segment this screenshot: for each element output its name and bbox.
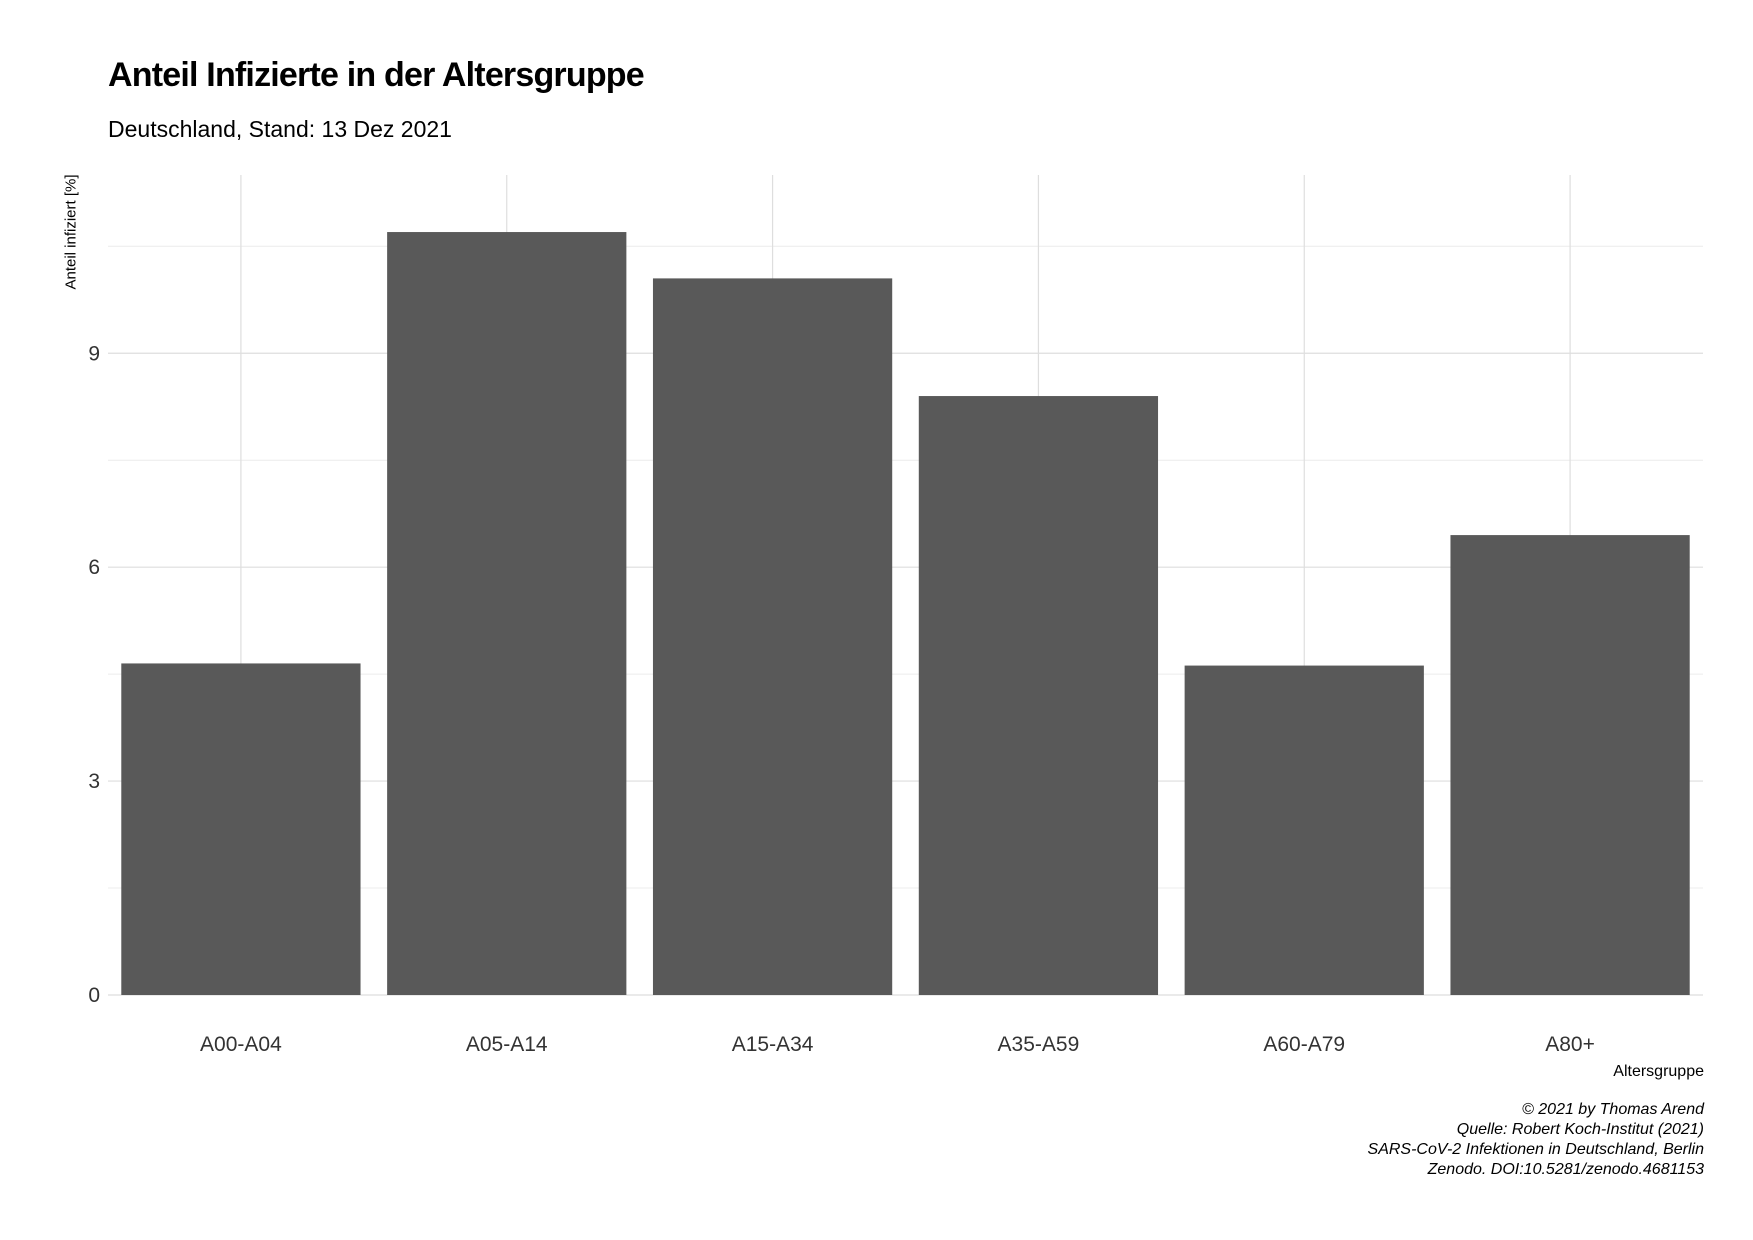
bar-a05-a14 <box>387 232 627 996</box>
y-tick-label: 9 <box>88 342 100 365</box>
bar-a80+ <box>1450 535 1690 995</box>
x-tick-labels: A00-A04 A05-A14 A15-A34 A35-A59 A60-A79 A80+ <box>200 1033 1595 1056</box>
caption-line-source: Quelle: Robert Koch-Institut (2021) <box>1456 1121 1704 1138</box>
bar-a00-a04 <box>121 663 361 995</box>
bar-a35-a59 <box>918 396 1159 996</box>
caption-line-dataset: SARS-CoV-2 Infektionen in Deutschland, B… <box>1367 1141 1704 1158</box>
bars <box>121 232 1690 996</box>
y-tick-label: 6 <box>88 556 100 579</box>
x-axis-label: Altersgruppe <box>1613 1063 1704 1080</box>
x-tick-label: A80+ <box>1545 1033 1595 1056</box>
chart-subtitle: Deutschland, Stand: 13 Dez 2021 <box>108 116 452 142</box>
x-tick-label: A05-A14 <box>466 1033 548 1056</box>
caption-line-copyright: © 2021 by Thomas Arend <box>1522 1101 1704 1118</box>
x-tick-label: A00-A04 <box>200 1033 282 1056</box>
caption: © 2021 by Thomas Arend Quelle: Robert Ko… <box>1368 1100 1704 1180</box>
bar-a60-a79 <box>1184 665 1424 995</box>
chart-title: Anteil Infizierte in der Altersgruppe <box>108 56 645 94</box>
bar-a15-a34 <box>652 278 893 995</box>
caption-line-doi: Zenodo. DOI:10.5281/zenodo.4681153 <box>1427 1161 1704 1178</box>
x-tick-label: A35-A59 <box>998 1033 1080 1056</box>
x-tick-label: A15-A34 <box>732 1033 814 1056</box>
y-tick-labels: 0 3 6 9 <box>88 342 100 1007</box>
y-tick-label: 0 <box>88 984 100 1007</box>
x-tick-label: A60-A79 <box>1263 1033 1345 1056</box>
y-tick-label: 3 <box>88 770 100 793</box>
